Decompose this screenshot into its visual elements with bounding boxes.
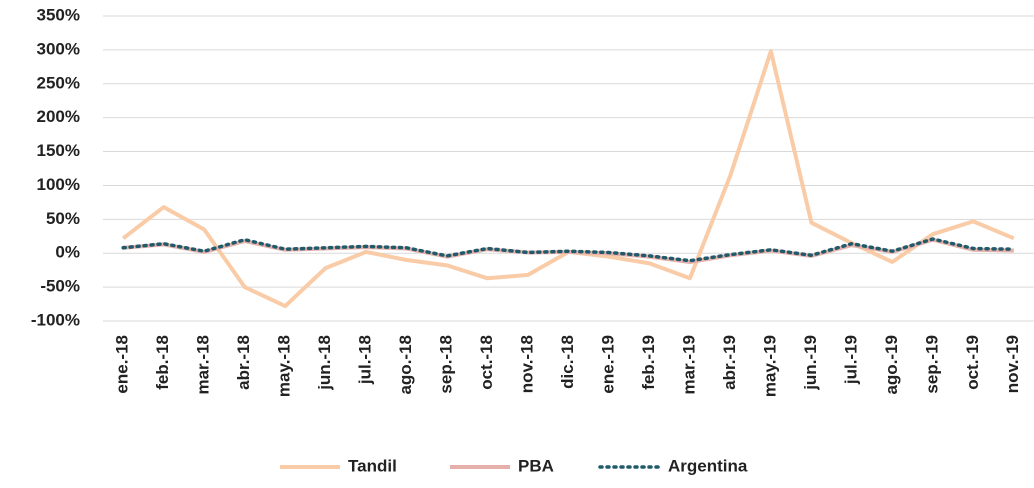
x-tick-label: dic.-18 xyxy=(558,335,577,389)
x-tick-label: jun.-19 xyxy=(801,335,820,391)
x-tick-label: jul.-19 xyxy=(841,335,860,385)
x-tick-label: ago.-19 xyxy=(882,335,901,395)
y-tick-label: 300% xyxy=(37,39,80,58)
legend-label: Tandil xyxy=(348,456,397,475)
x-tick-label: oct.-19 xyxy=(963,335,982,390)
y-tick-label: 250% xyxy=(37,73,80,92)
x-tick-label: ene.-19 xyxy=(598,335,617,394)
x-tick-label: jun.-18 xyxy=(315,335,334,391)
series-line xyxy=(121,49,1015,309)
series-line xyxy=(121,237,1016,263)
x-tick-label: ene.-18 xyxy=(113,335,132,394)
x-tick-label: ago.-18 xyxy=(396,335,415,395)
y-tick-label: -100% xyxy=(31,310,80,329)
y-tick-label: 50% xyxy=(46,209,80,228)
x-tick-label: oct.-18 xyxy=(477,335,496,390)
x-tick-label: nov.-19 xyxy=(1003,335,1022,393)
x-tick-label: nov.-18 xyxy=(518,335,537,393)
x-tick-label: mar.-18 xyxy=(194,335,213,395)
x-tick-label: jul.-18 xyxy=(356,335,375,385)
y-tick-label: 150% xyxy=(37,141,80,160)
x-tick-label: may.-18 xyxy=(275,335,294,397)
x-tick-label: sep.-18 xyxy=(437,335,456,394)
x-tick-label: may.-19 xyxy=(760,335,779,397)
legend-label: PBA xyxy=(518,456,554,475)
x-tick-label: feb.-18 xyxy=(153,335,172,390)
x-tick-label: mar.-19 xyxy=(679,335,698,395)
legend-label: Argentina xyxy=(668,456,748,475)
y-tick-label: 350% xyxy=(37,5,80,24)
x-tick-label: abr.-19 xyxy=(720,335,739,390)
x-tick-label: sep.-19 xyxy=(922,335,941,394)
y-tick-label: -50% xyxy=(40,277,80,296)
y-tick-label: 0% xyxy=(55,243,80,262)
y-tick-label: 100% xyxy=(37,175,80,194)
x-tick-label: feb.-19 xyxy=(639,335,658,390)
x-tick-label: abr.-18 xyxy=(234,335,253,390)
y-tick-label: 200% xyxy=(37,107,80,126)
